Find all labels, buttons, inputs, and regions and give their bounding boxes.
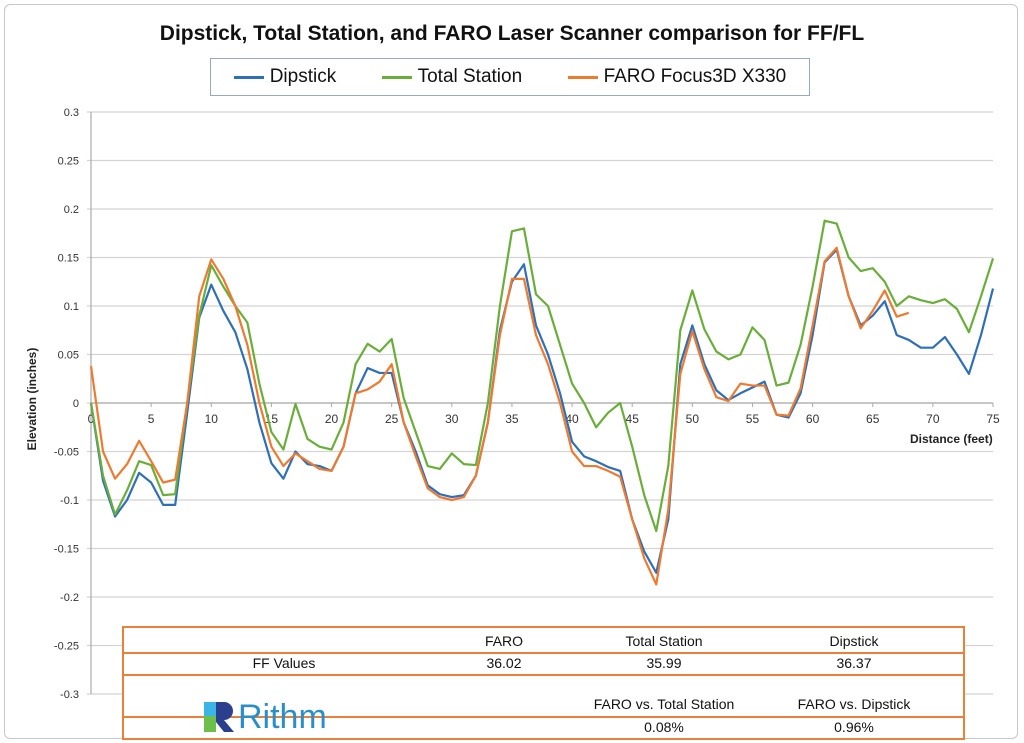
y-tick-label: 0.1 <box>64 301 79 313</box>
value-faro-vs-dipstick: 0.96% <box>834 719 874 735</box>
header-faro: FARO <box>484 633 524 649</box>
x-tick-label: 25 <box>385 412 399 426</box>
series-line-total-station <box>89 219 995 533</box>
y-tick-label: -0.15 <box>54 544 79 556</box>
header-faro-vs-total-station: FARO vs. Total Station <box>593 696 735 712</box>
table-row: FF Values 36.02 35.99 36.37 <box>124 652 963 676</box>
legend-swatch <box>567 75 598 79</box>
x-tick-label: 20 <box>325 412 339 426</box>
y-tick-label: -0.1 <box>60 495 79 507</box>
legend-swatch <box>381 75 412 79</box>
x-tick-label: 75 <box>986 412 1000 426</box>
series-line-dipstick <box>89 248 995 574</box>
x-tick-label: 45 <box>626 412 640 426</box>
rithm-logo-icon <box>204 702 234 732</box>
y-tick-label: 0.3 <box>64 107 79 119</box>
y-tick-label: -0.25 <box>54 641 79 653</box>
legend-item-faro: FARO Focus3D X330 <box>567 66 787 88</box>
legend-swatch <box>233 75 264 79</box>
y-axis-label: Elevation (inches) <box>25 347 39 451</box>
y-tick-label: 0.25 <box>58 156 79 168</box>
value-faro-vs-total-station: 0.08% <box>644 719 684 735</box>
x-tick-label: 60 <box>806 412 820 426</box>
y-tick-label: -0.3 <box>60 689 79 701</box>
header-total-station: Total Station <box>625 633 703 649</box>
y-tick-label: 0.2 <box>64 204 79 216</box>
row-label: FF Values <box>252 655 316 671</box>
value-total-station: 35.99 <box>646 655 682 671</box>
value-dipstick: 36.37 <box>836 655 872 671</box>
legend-label: FARO Focus3D X330 <box>603 66 787 87</box>
compare-header-row: FARO vs. Total Station FARO vs. Dipstick <box>124 674 963 718</box>
y-tick-label: -0.2 <box>60 592 79 604</box>
y-tick-label: 0.05 <box>58 350 79 362</box>
header-faro-vs-dipstick: FARO vs. Dipstick <box>797 696 911 712</box>
value-faro: 36.02 <box>486 655 522 671</box>
x-tick-label: 10 <box>205 412 219 426</box>
ff-values-table: FARO Total Station Dipstick FF Values 36… <box>122 626 965 740</box>
series-line-faro-focus3d-x330 <box>89 246 910 586</box>
x-axis-label: Distance (feet) <box>910 432 993 446</box>
x-tick-label: 5 <box>148 412 155 426</box>
chart-title: Dipstick, Total Station, and FARO Laser … <box>159 22 865 45</box>
y-tick-label: 0.15 <box>58 253 79 265</box>
x-tick-label: 65 <box>866 412 880 426</box>
header-dipstick: Dipstick <box>829 633 879 649</box>
legend-item-dipstick: Dipstick <box>233 66 337 88</box>
legend-label: Total Station <box>417 66 523 87</box>
x-tick-label: 40 <box>565 412 579 426</box>
x-tick-label: 50 <box>686 412 700 426</box>
x-tick-label: 30 <box>445 412 459 426</box>
y-tick-label: -0.05 <box>54 447 79 459</box>
x-tick-label: 70 <box>926 412 940 426</box>
table-header-row: FARO Total Station Dipstick <box>124 628 963 654</box>
x-tick-label: 0 <box>88 412 95 426</box>
legend: Dipstick Total Station FARO Focus3D X330 <box>210 58 810 96</box>
y-tick-label: 0 <box>73 398 79 410</box>
x-tick-label: 35 <box>505 412 519 426</box>
legend-item-total-station: Total Station <box>381 66 523 88</box>
x-tick-label: 55 <box>746 412 760 426</box>
legend-label: Dipstick <box>269 66 337 87</box>
rithm-logo-text: Rithm <box>238 698 327 736</box>
rithm-logo: Rithm <box>204 700 327 734</box>
